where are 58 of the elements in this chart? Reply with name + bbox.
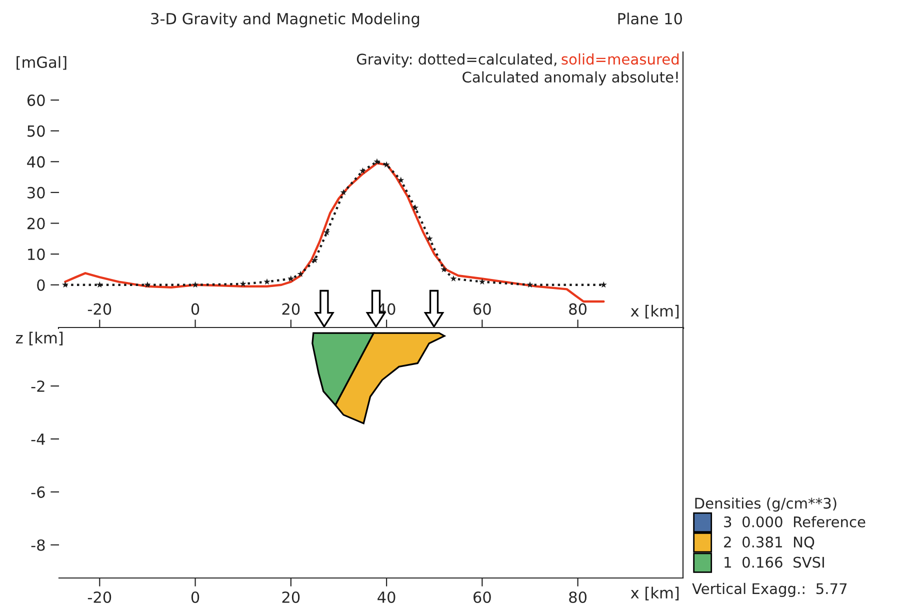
point [426,235,433,242]
point [383,161,390,168]
x-tick-label: 20 [282,591,300,604]
point [526,281,534,288]
y-axis-title: [mGal] [16,56,66,70]
y-axis-title: z [km] [16,332,63,346]
x-tick-label: 80 [569,591,587,604]
x-tick-label: 40 [378,591,396,604]
y-tick-label: 20 [27,218,45,230]
y-tick-label: -4 [31,434,45,445]
y-tick-label: 30 [28,186,45,198]
point [359,167,366,174]
point [340,188,347,196]
chart-title: 3-D Gravity and Magnetic Modeling [151,12,420,28]
legend-title: Densities (g/cm**3) [695,497,836,512]
point [62,281,69,288]
y-tick-label: 60 [27,94,45,106]
x-tick-label: 60 [474,591,491,604]
point [144,281,151,288]
legend-label: 3 0.000 Reference [724,516,866,528]
text: Vertical Exagg.: 5.77 [692,582,847,597]
point [600,281,607,288]
x-tick-label: -20 [88,303,112,315]
point [240,280,246,287]
point [440,266,448,272]
chart-subtitle: Plane 10 [618,12,682,24]
y-tick-label: 40 [27,156,45,168]
x-tick-label: 20 [282,303,300,315]
annotation: solid=measured [562,53,679,65]
point [478,278,486,285]
x-tick-label: 0 [191,591,200,604]
y-tick-label: 0 [37,279,45,291]
point [297,270,304,277]
x-tick-label: 0 [191,303,200,315]
x-tick-label: -20 [88,591,112,604]
y-tick-label: 50 [28,125,45,137]
annotation: Calculated anomaly absolute! [462,71,678,86]
point [450,275,457,282]
point [323,229,330,236]
legend-label: 1 0.166 SVSI [724,556,824,568]
legend-label: 2 0.381 NQ [724,536,814,550]
x-tick-label: 60 [474,303,491,315]
point [312,256,318,264]
y-tick-label: -6 [31,486,45,498]
y-tick-label: 10 [28,248,45,260]
point [398,176,404,183]
point [412,204,419,211]
y-tick-label: -2 [31,380,44,392]
x-tick-label: 80 [569,303,587,315]
point [288,275,294,282]
point [374,158,380,164]
point [96,281,103,288]
point [264,278,270,285]
y-tick-label: -8 [31,539,45,551]
x-axis-title: x [km] [630,586,679,600]
x-axis-title: x [km] [630,304,679,319]
annotation: Gravity: dotted=calculated, [356,53,556,68]
point [192,281,199,288]
